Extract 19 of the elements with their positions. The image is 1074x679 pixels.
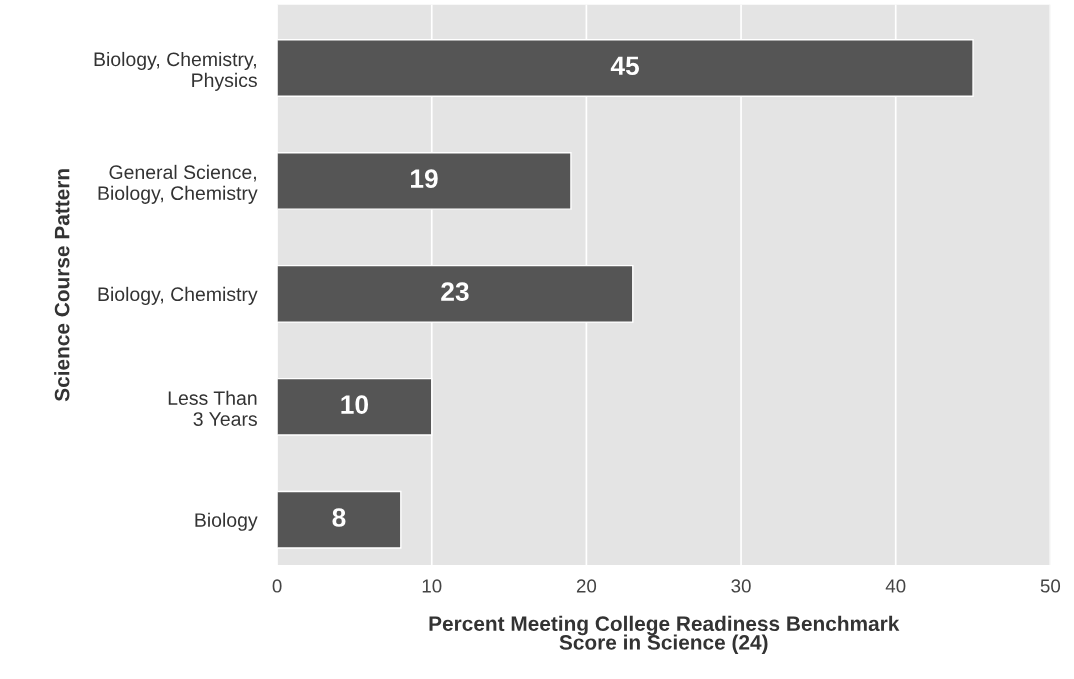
y-tick-label: Biology [195,512,258,531]
y-axis-title: Science Course Pattern [54,169,70,402]
bar [277,490,402,549]
data-label: 10 [341,395,369,414]
data-label: 19 [411,169,438,189]
y-tick-label: General Science, Biology, Chemistry [98,164,258,204]
x-tick-label: 50 [1040,579,1061,593]
y-tick-label: Biology, Chemistry, Physics [94,51,257,91]
data-label: 8 [332,508,346,527]
data-label: 23 [441,282,469,301]
x-tick-label: 10 [422,579,442,593]
x-tick-label: 20 [576,579,597,593]
x-tick-label: 0 [272,579,282,593]
y-tick-label: Less Than 3 Years [168,390,257,426]
x-tick-label: 30 [731,579,751,593]
data-label: 45 [610,56,640,76]
y-tick-label: Biology, Chemistry [98,286,258,305]
x-axis-title: Percent Meeting College Readiness Benchmark Score in Science (24) [429,615,900,654]
x-tick-label: 40 [885,579,906,593]
